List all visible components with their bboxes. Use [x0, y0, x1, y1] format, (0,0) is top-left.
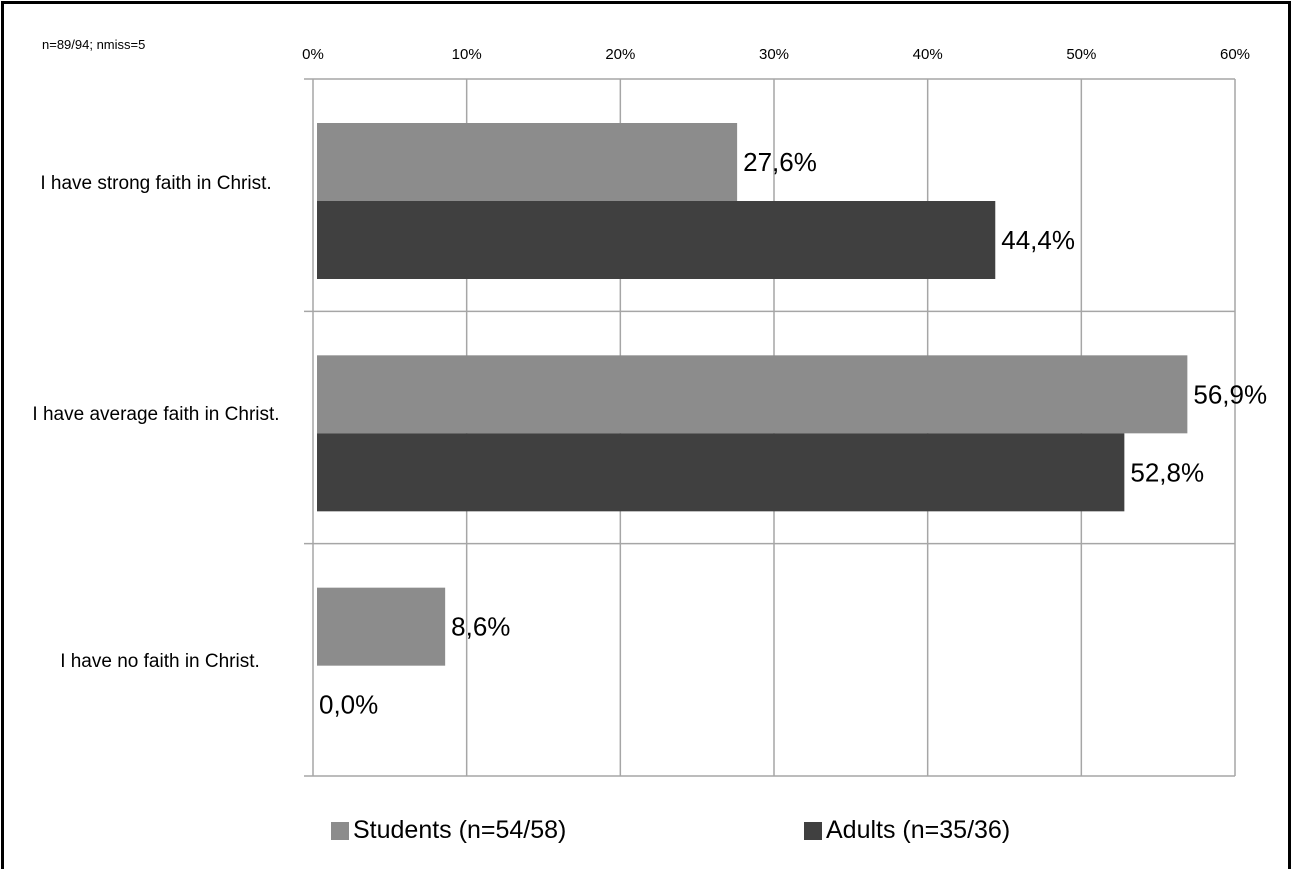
legend-swatch-adults	[804, 821, 822, 840]
data-label-students: 27,6%	[743, 147, 817, 177]
x-tick-label: 30%	[759, 46, 789, 63]
x-tick-label: 40%	[913, 46, 943, 63]
bar-students	[317, 355, 1188, 434]
data-label-adults: 52,8%	[1130, 457, 1204, 487]
sample-size-note: n=89/94; nmiss=5	[42, 37, 146, 52]
legend-item-adults: Adults (n=35/36)	[804, 816, 1010, 845]
x-tick-label: 0%	[302, 46, 324, 63]
legend-label-students: Students (n=54/58)	[353, 816, 567, 844]
bar-students	[317, 587, 446, 666]
category-label-none: I have no faith in Christ.	[60, 651, 260, 672]
legend-swatch-students	[331, 821, 349, 840]
legend-item-students: Students (n=54/58)	[331, 816, 566, 845]
x-tick-label: 60%	[1220, 46, 1250, 63]
bar-students	[317, 123, 738, 201]
data-label-students: 8,6%	[451, 612, 510, 642]
bar-adults	[317, 201, 996, 279]
category-label-average: I have average faith in Christ.	[32, 404, 280, 425]
data-label-adults: 44,4%	[1001, 225, 1075, 255]
data-label-students: 56,9%	[1193, 379, 1267, 409]
legend-label-adults: Adults (n=35/36)	[826, 816, 1011, 844]
x-tick-label: 10%	[452, 46, 482, 63]
x-tick-label: 20%	[605, 46, 635, 63]
category-label-strong: I have strong faith in Christ.	[40, 173, 272, 194]
x-tick-label: 50%	[1066, 46, 1096, 63]
data-label-adults: 0,0%	[319, 690, 378, 720]
bar-chart: 0% 10% 20% 30% 40% 50% 60% 27,6% 44,4% 56,9% 52,8%…	[302, 46, 1267, 777]
bar-adults	[317, 433, 1125, 512]
